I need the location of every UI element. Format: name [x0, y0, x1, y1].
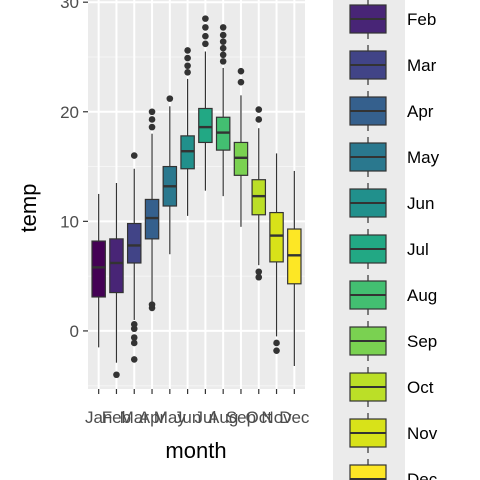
y-tick-label: 20	[60, 103, 79, 122]
box-body	[91, 240, 106, 298]
y-tick-label: 0	[70, 322, 79, 341]
box-aug	[215, 24, 231, 197]
outlier-point	[219, 24, 227, 31]
legend-item-dec: Dec	[349, 459, 438, 480]
outlier-point	[237, 78, 245, 86]
outlier-point	[219, 58, 227, 65]
x-tick-label: Apr	[139, 408, 166, 427]
box-body	[109, 238, 124, 294]
x-tick-label: Aug	[208, 408, 238, 427]
legend-label: Aug	[407, 286, 437, 305]
outlier-point	[273, 347, 280, 354]
legend-label: Nov	[407, 424, 438, 443]
legend-key-box	[349, 464, 387, 480]
y-axis-title: temp	[16, 184, 41, 233]
legend-item-may: May	[349, 137, 440, 177]
y-tick-label: 30	[60, 0, 79, 12]
outlier-point	[202, 15, 209, 22]
y-tick-label: 10	[60, 212, 79, 231]
legend-item-oct: Oct	[349, 367, 434, 407]
legend-item-feb: Feb	[349, 0, 436, 39]
outlier-point	[148, 116, 156, 123]
x-tick-label: Oct	[246, 408, 273, 427]
x-tick-label: Nov	[261, 408, 292, 427]
outlier-point	[202, 40, 209, 48]
outlier-point	[273, 339, 280, 347]
box-body	[126, 222, 142, 264]
outlier-point	[255, 273, 263, 281]
plot-panel	[88, 0, 305, 389]
box-oct	[251, 106, 267, 281]
outlier-point	[166, 95, 174, 102]
outlier-point	[255, 116, 263, 123]
box-jul	[198, 15, 213, 191]
x-tick-label: Mar	[120, 408, 150, 427]
box-body	[269, 211, 284, 263]
outlier-point	[184, 62, 191, 70]
legend-item-apr: Apr	[349, 91, 434, 131]
outlier-point	[130, 339, 138, 347]
outlier-point	[148, 108, 156, 116]
legend-item-sep: Sep	[349, 321, 437, 361]
outlier-point	[130, 334, 138, 341]
x-tick-label: Dec	[279, 408, 310, 427]
legend-label: Apr	[407, 102, 434, 121]
legend-item-jun: Jun	[349, 183, 434, 223]
outlier-point	[130, 152, 138, 159]
legend-label: Feb	[407, 10, 436, 29]
outlier-point	[202, 24, 209, 31]
legend-item-jul: Jul	[349, 229, 429, 269]
legend-label: Jul	[407, 240, 429, 259]
outlier-point	[130, 356, 138, 363]
outlier-point	[219, 38, 227, 45]
box-feb	[109, 182, 124, 379]
box-jun	[180, 47, 195, 216]
outlier-point	[255, 268, 263, 276]
legend-label: Dec	[407, 470, 438, 480]
outlier-point	[219, 44, 227, 52]
outlier-point	[202, 32, 209, 40]
box-mar	[126, 152, 142, 363]
y-axis: 0 10 20 30	[60, 0, 88, 341]
legend: Feb Mar Apr May Jun Jul Aug Sep Oct Nov Dec	[349, 0, 440, 480]
legend-item-nov: Nov	[349, 413, 438, 453]
box-apr	[144, 108, 160, 312]
outlier-point	[148, 301, 156, 308]
x-tick-label: Sep	[226, 408, 256, 427]
outlier-point	[148, 123, 156, 131]
outlier-point	[184, 47, 191, 54]
boxes	[91, 15, 302, 379]
outlier-point	[113, 371, 120, 379]
legend-label: Oct	[407, 378, 434, 397]
box-may	[162, 95, 178, 255]
outlier-point	[130, 321, 138, 328]
box-sep	[233, 67, 249, 227]
x-axis-title: month	[165, 438, 226, 463]
legend-item-aug: Aug	[349, 275, 437, 315]
x-tick-label: May	[154, 408, 187, 427]
outlier-point	[219, 51, 227, 59]
outlier-point	[184, 54, 191, 62]
outlier-point	[255, 106, 263, 113]
outlier-point	[237, 67, 245, 75]
outlier-point	[219, 31, 227, 39]
legend-label: Mar	[407, 56, 437, 75]
x-tick-label: Jul	[195, 408, 217, 427]
legend-label: May	[407, 148, 440, 167]
box-body	[198, 107, 213, 144]
box-jan	[91, 193, 106, 348]
x-tick-label: Feb	[102, 408, 131, 427]
x-tick-label: Jan	[85, 408, 112, 427]
x-tick-label: Jun	[174, 408, 201, 427]
legend-item-mar: Mar	[349, 45, 437, 85]
legend-label: Sep	[407, 332, 437, 351]
box-dec	[287, 170, 302, 366]
outlier-point	[184, 69, 191, 76]
legend-label: Jun	[407, 194, 434, 213]
box-nov	[269, 153, 284, 354]
